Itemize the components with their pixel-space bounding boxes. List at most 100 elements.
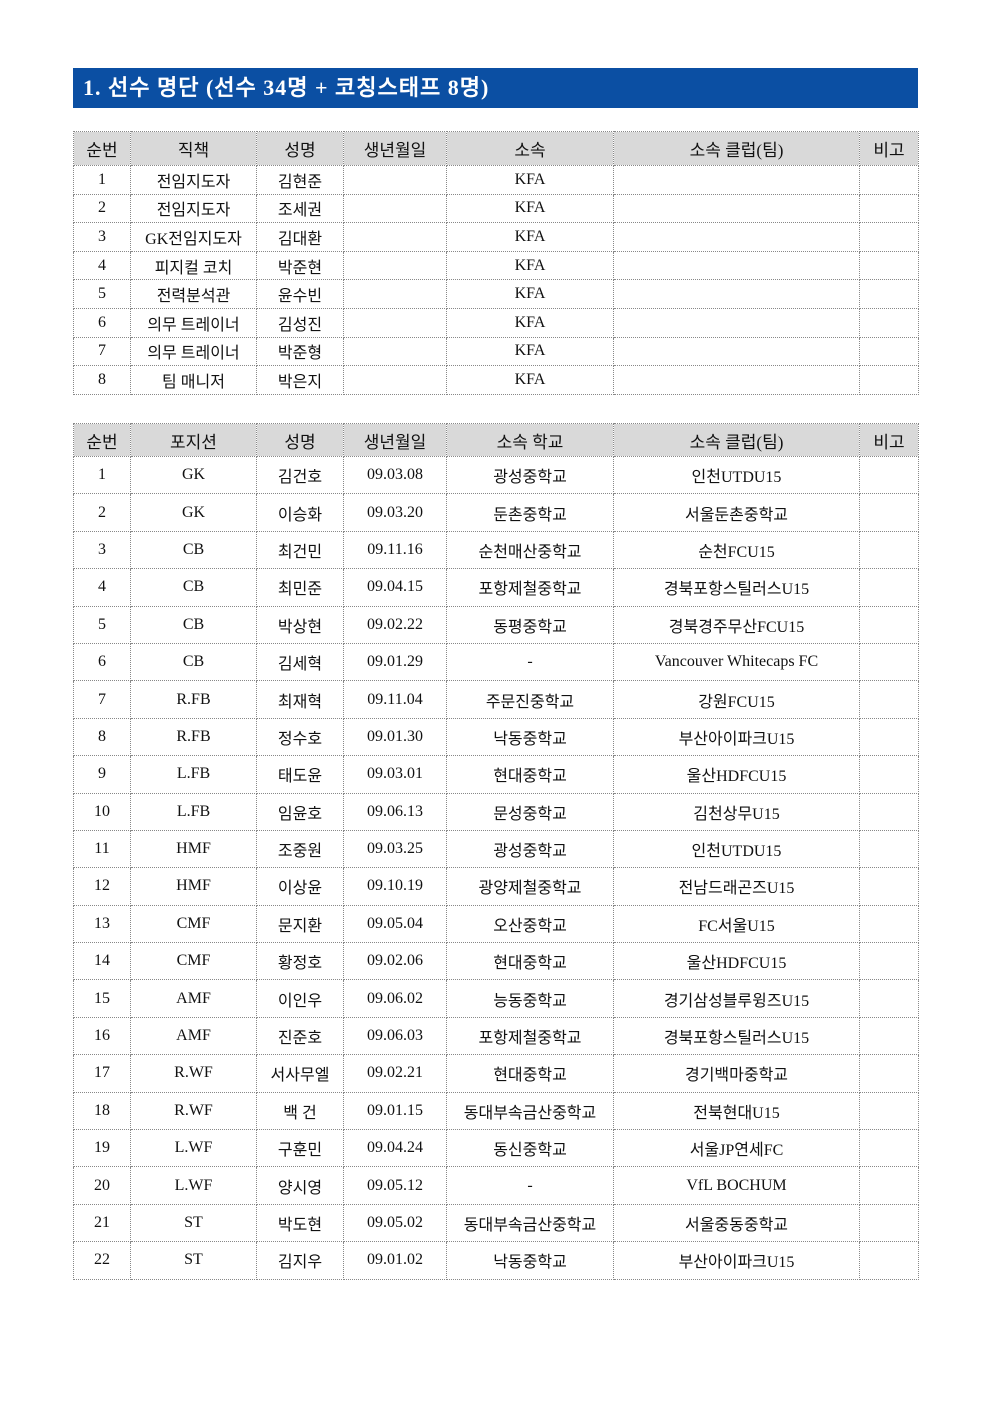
table-cell bbox=[343, 365, 447, 395]
table-cell bbox=[343, 307, 447, 338]
table-cell: R.FB bbox=[130, 680, 257, 719]
table-cell bbox=[859, 605, 919, 644]
table-cell bbox=[859, 680, 919, 719]
table-cell: 1 bbox=[73, 455, 131, 495]
table-cell: 09.01.02 bbox=[343, 1241, 447, 1280]
table-cell: 둔촌중학교 bbox=[446, 493, 614, 532]
table-cell: GK전임지도자 bbox=[130, 222, 257, 252]
table-cell: 조중원 bbox=[256, 829, 344, 869]
table-cell: 7 bbox=[73, 680, 131, 719]
table-row: 3 CB 최건민 09.11.16 순천매산중학교 순천FCU15 bbox=[73, 530, 919, 570]
table-cell: KFA bbox=[446, 365, 614, 395]
table-row: 2 전임지도자 조세권 KFA bbox=[73, 193, 919, 224]
table-row: 2 GK 이승화 09.03.20 둔촌중학교 서울둔촌중학교 bbox=[73, 493, 919, 532]
table-cell bbox=[859, 165, 919, 195]
table-row: 19 L.WF 구훈민 09.04.24 동신중학교 서울JP연세FC bbox=[73, 1129, 919, 1168]
table-cell bbox=[859, 279, 919, 309]
table-cell bbox=[859, 222, 919, 252]
table-row: 8 R.FB 정수호 09.01.30 낙동중학교 부산아이파크U15 bbox=[73, 717, 919, 757]
table-row: 17 R.WF 서사무엘 09.02.21 현대중학교 경기백마중학교 bbox=[73, 1054, 919, 1093]
table-cell: KFA bbox=[446, 165, 614, 195]
table-cell: 광성중학교 bbox=[446, 829, 614, 869]
table-cell: 09.06.02 bbox=[343, 979, 447, 1018]
table-row: 6 CB 김세혁 09.01.29- Vancouver Whitecaps FC bbox=[73, 642, 919, 682]
table-cell: 7 bbox=[73, 336, 131, 367]
table-cell: 5 bbox=[73, 605, 131, 644]
table-cell: 동신중학교 bbox=[446, 1129, 614, 1168]
table-cell: 양시영 bbox=[256, 1166, 344, 1205]
table-cell: 동대부속금산중학교 bbox=[446, 1091, 614, 1131]
table-cell: 11 bbox=[73, 829, 131, 869]
table-cell: 의무 트레이너 bbox=[130, 307, 257, 338]
table-cell: CB bbox=[130, 530, 257, 570]
table-cell: 팀 매니저 bbox=[130, 365, 257, 395]
table-cell: 6 bbox=[73, 642, 131, 682]
table-cell: 전임지도자 bbox=[130, 165, 257, 195]
table-row: 14 CMF 황정호 09.02.06 현대중학교 울산HDFCU15 bbox=[73, 942, 919, 981]
table-cell: L.FB bbox=[130, 755, 257, 794]
column-header: 성명 bbox=[256, 423, 344, 457]
table-cell: 09.03.01 bbox=[343, 755, 447, 794]
table-cell: CB bbox=[130, 568, 257, 607]
table-cell: 09.02.22 bbox=[343, 605, 447, 644]
table-cell: 박은지 bbox=[256, 365, 344, 395]
table-cell: KFA bbox=[446, 336, 614, 367]
table-cell: 19 bbox=[73, 1129, 131, 1168]
table-cell: 서울둔촌중학교 bbox=[613, 493, 860, 532]
table-cell bbox=[613, 193, 860, 224]
table-row: 15 AMF 이인우 09.06.02 능동중학교 경기삼성블루윙즈U15 bbox=[73, 979, 919, 1018]
table-row: 7 의무 트레이너 박준형 KFA bbox=[73, 336, 919, 367]
table-cell bbox=[859, 1203, 919, 1243]
table-cell: 경북포항스틸러스U15 bbox=[613, 568, 860, 607]
table-cell: 임윤호 bbox=[256, 792, 344, 831]
table-cell: 김지우 bbox=[256, 1241, 344, 1280]
column-header: 생년월일 bbox=[343, 423, 447, 457]
table-cell bbox=[859, 365, 919, 395]
table-cell: 09.06.03 bbox=[343, 1016, 447, 1056]
table-cell: 김현준 bbox=[256, 165, 344, 195]
table-cell bbox=[859, 942, 919, 981]
table-cell bbox=[859, 1166, 919, 1205]
table-cell bbox=[343, 222, 447, 252]
table-cell bbox=[343, 250, 447, 281]
table-cell: R.WF bbox=[130, 1054, 257, 1093]
table-cell: KFA bbox=[446, 279, 614, 309]
table-cell: 강원FCU15 bbox=[613, 680, 860, 719]
table-cell: 09.01.15 bbox=[343, 1091, 447, 1131]
table-cell bbox=[859, 1016, 919, 1056]
table-cell: 13 bbox=[73, 904, 131, 944]
table-cell: 전임지도자 bbox=[130, 193, 257, 224]
table-cell bbox=[859, 792, 919, 831]
table-cell bbox=[859, 493, 919, 532]
table-cell: 전력분석관 bbox=[130, 279, 257, 309]
table-cell: 김천상무U15 bbox=[613, 792, 860, 831]
players-table: 순번 포지션 성명 생년월일 소속 학교 소속 클럽(팀) 비고 1 GK 김건호 09.03.08… bbox=[73, 423, 919, 1280]
table-cell bbox=[613, 250, 860, 281]
table-cell: 09.05.12 bbox=[343, 1166, 447, 1205]
table-cell: 09.05.04 bbox=[343, 904, 447, 944]
table-cell bbox=[859, 755, 919, 794]
table-cell: 동평중학교 bbox=[446, 605, 614, 644]
table-cell: KFA bbox=[446, 250, 614, 281]
table-cell: 광양제철중학교 bbox=[446, 867, 614, 906]
table-cell: 09.02.21 bbox=[343, 1054, 447, 1093]
table-cell: 최재혁 bbox=[256, 680, 344, 719]
table-cell: 2 bbox=[73, 493, 131, 532]
table-cell: 09.03.08 bbox=[343, 455, 447, 495]
section-title: 1. 선수 명단 (선수 34명 + 코칭스태프 8명) bbox=[73, 68, 918, 108]
table-cell: 태도윤 bbox=[256, 755, 344, 794]
table-cell bbox=[859, 979, 919, 1018]
table-cell: 현대중학교 bbox=[446, 755, 614, 794]
table-cell: 8 bbox=[73, 365, 131, 395]
table-cell: 현대중학교 bbox=[446, 1054, 614, 1093]
table-cell: ST bbox=[130, 1203, 257, 1243]
table-cell: 09.11.04 bbox=[343, 680, 447, 719]
table-cell: 동대부속금산중학교 bbox=[446, 1203, 614, 1243]
table-cell: 박준현 bbox=[256, 250, 344, 281]
table-cell: 이승화 bbox=[256, 493, 344, 532]
table-cell: 경기백마중학교 bbox=[613, 1054, 860, 1093]
table-cell: 김대환 bbox=[256, 222, 344, 252]
table-cell: L.WF bbox=[130, 1166, 257, 1205]
table-row: 11 HMF 조중원 09.03.25 광성중학교 인천UTDU15 bbox=[73, 829, 919, 869]
